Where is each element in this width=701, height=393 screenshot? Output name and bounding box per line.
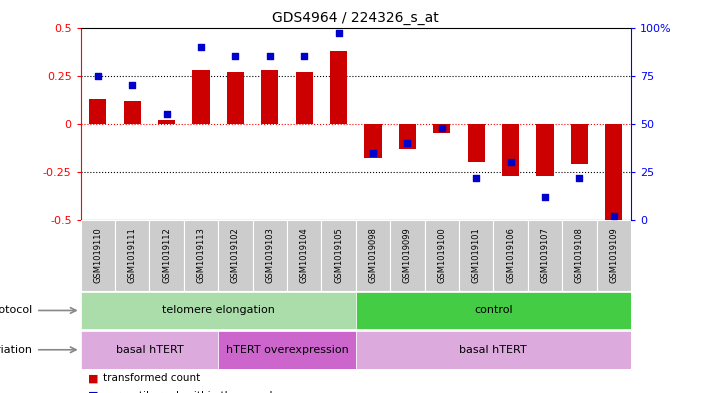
Bar [158,120,175,124]
Text: GSM1019099: GSM1019099 [403,228,412,283]
Point [402,140,413,146]
Point [436,125,447,131]
Bar [425,220,459,291]
Text: protocol: protocol [0,305,32,316]
Text: GSM1019100: GSM1019100 [437,228,447,283]
Bar [355,292,631,329]
Text: genotype/variation: genotype/variation [0,345,32,355]
Text: GSM1019104: GSM1019104 [299,228,308,283]
Text: GSM1019107: GSM1019107 [540,228,550,283]
Bar [192,70,210,124]
Text: GSM1019108: GSM1019108 [575,228,584,283]
Bar [562,220,597,291]
Bar [321,220,355,291]
Point [161,111,172,117]
Bar [149,220,184,291]
Text: basal hTERT: basal hTERT [459,345,527,355]
Bar [605,124,622,220]
Text: GSM1019113: GSM1019113 [196,228,205,283]
Text: GSM1019098: GSM1019098 [369,228,377,283]
Bar [597,220,631,291]
Text: ■: ■ [88,391,98,393]
Text: GSM1019102: GSM1019102 [231,228,240,283]
Text: hTERT overexpression: hTERT overexpression [226,345,348,355]
Bar [571,124,588,164]
Bar [227,72,244,124]
Text: ■: ■ [88,373,98,383]
Point [299,53,310,59]
Text: GSM1019112: GSM1019112 [162,228,171,283]
Bar [218,220,252,291]
Bar [459,220,494,291]
Text: control: control [474,305,512,316]
Point [505,159,516,165]
Point [367,149,379,156]
Text: GSM1019110: GSM1019110 [93,228,102,283]
Text: GSM1019106: GSM1019106 [506,228,515,283]
Bar [390,220,425,291]
Bar [184,220,218,291]
Text: GSM1019109: GSM1019109 [609,228,618,283]
Bar [89,99,107,124]
Bar [330,51,347,124]
Title: GDS4964 / 224326_s_at: GDS4964 / 224326_s_at [273,11,439,25]
Point [230,53,241,59]
Bar [468,124,484,162]
Point [333,30,344,37]
Text: basal hTERT: basal hTERT [116,345,183,355]
Text: GSM1019101: GSM1019101 [472,228,481,283]
Bar [502,124,519,176]
Bar [536,124,554,176]
Bar [218,331,355,369]
Point [608,213,619,219]
Point [93,72,104,79]
Bar [365,124,381,158]
Bar [296,72,313,124]
Bar [81,292,355,329]
Text: GSM1019103: GSM1019103 [265,228,274,283]
Text: percentile rank within the sample: percentile rank within the sample [103,391,279,393]
Point [196,44,207,50]
Bar [123,101,141,124]
Bar [261,70,278,124]
Bar [494,220,528,291]
Point [264,53,275,59]
Bar [355,220,390,291]
Bar [252,220,287,291]
Bar [399,124,416,149]
Text: GSM1019105: GSM1019105 [334,228,343,283]
Point [539,194,550,200]
Bar [287,220,321,291]
Bar [81,220,115,291]
Point [127,82,138,88]
Bar [528,220,562,291]
Text: transformed count: transformed count [103,373,200,383]
Bar [115,220,149,291]
Text: telomere elongation: telomere elongation [162,305,275,316]
Point [470,174,482,181]
Bar [355,331,631,369]
Point [573,174,585,181]
Text: GSM1019111: GSM1019111 [128,228,137,283]
Bar [81,331,218,369]
Bar [433,124,450,133]
